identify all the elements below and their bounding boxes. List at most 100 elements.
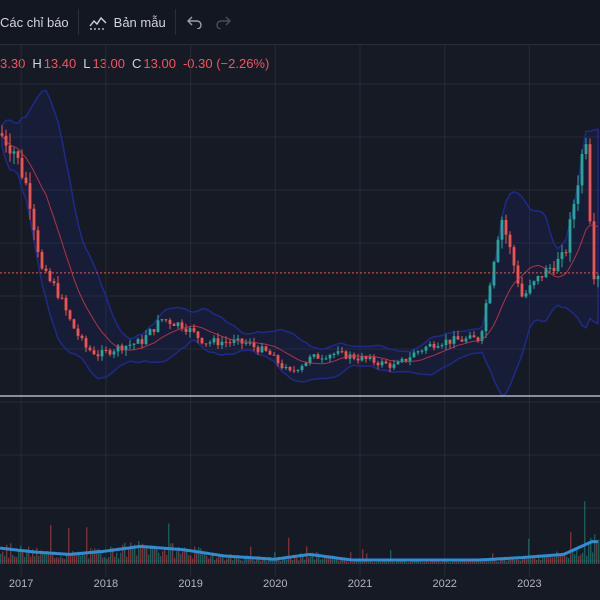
indicators-button[interactable]: Các chỉ báo xyxy=(0,0,69,44)
candle-body xyxy=(296,369,300,371)
high-value: 13.40 xyxy=(43,55,77,71)
volume-bar xyxy=(350,552,352,564)
volume-bar xyxy=(430,559,432,564)
volume-bar xyxy=(204,551,206,564)
volume-bar xyxy=(92,550,94,564)
volume-bar xyxy=(84,555,86,564)
volume-bar xyxy=(340,559,342,564)
candle-body xyxy=(192,328,196,332)
volume-bar xyxy=(142,543,144,564)
volume-bar xyxy=(116,552,118,564)
volume-bar xyxy=(588,543,590,564)
volume-bar xyxy=(178,546,180,564)
volume-bar xyxy=(592,552,594,564)
volume-bar xyxy=(62,558,64,564)
volume-bar xyxy=(248,556,250,564)
candle-body xyxy=(104,349,108,351)
price-chart[interactable]: 2017 2018 2019 2020 2021 2022 2023 xyxy=(0,44,600,600)
volume-bar xyxy=(42,551,44,564)
candle-body xyxy=(316,354,320,359)
volume-bar xyxy=(440,562,442,564)
volume-bar xyxy=(528,538,530,564)
volume-bar xyxy=(472,559,474,564)
volume-bar xyxy=(428,562,430,564)
volume-bar xyxy=(230,554,232,564)
redo-button[interactable] xyxy=(213,0,233,44)
candle-body xyxy=(404,358,408,361)
candle-body xyxy=(336,351,340,354)
candle-body xyxy=(412,352,416,358)
candle-body xyxy=(324,358,328,360)
candle-body xyxy=(504,219,508,235)
volume-bar xyxy=(560,554,562,564)
volume-bar xyxy=(98,548,100,564)
volume-bar xyxy=(564,554,566,564)
toolbar-divider xyxy=(77,9,79,35)
volume-bar xyxy=(446,559,448,564)
volume-bar xyxy=(186,550,188,564)
volume-bar xyxy=(270,557,272,564)
candle-body xyxy=(280,363,284,369)
volume-bar xyxy=(386,561,388,564)
volume-bar xyxy=(6,544,8,564)
volume-bar xyxy=(86,527,88,564)
volume-bar xyxy=(184,547,186,564)
volume-bar xyxy=(90,548,92,564)
candle-body xyxy=(536,276,540,282)
volume-bar xyxy=(396,559,398,564)
volume-bar xyxy=(172,543,174,564)
time-axis-label: 2021 xyxy=(348,578,372,590)
candle-body xyxy=(20,157,24,178)
volume-bar xyxy=(360,560,362,564)
volume-bar xyxy=(458,561,460,564)
candle-body xyxy=(580,154,584,186)
candle-body xyxy=(220,341,224,346)
volume-bar xyxy=(154,549,156,564)
volume-bar xyxy=(512,559,514,564)
high-label: H xyxy=(32,55,42,71)
candle-body xyxy=(120,345,124,351)
volume-bar xyxy=(24,557,26,564)
volume-bar xyxy=(258,556,260,564)
volume-bar xyxy=(8,557,10,564)
candle-body xyxy=(460,339,464,342)
candle-body xyxy=(520,283,524,297)
templates-button[interactable]: Bản mẫu xyxy=(88,0,166,44)
volume-bar xyxy=(310,553,312,564)
volume-bar xyxy=(334,556,336,564)
volume-bar xyxy=(74,555,76,564)
change-value: -0.30 (−2.26%) xyxy=(182,55,270,71)
volume-bar xyxy=(254,561,256,564)
candle-body xyxy=(236,338,240,340)
candle-body xyxy=(420,350,424,352)
candle-body xyxy=(380,361,384,366)
candle-body xyxy=(440,345,444,347)
candle-body xyxy=(292,370,296,372)
volume-bar xyxy=(138,540,140,564)
volume-bar xyxy=(394,562,396,564)
candle-body xyxy=(200,337,204,344)
volume-bar xyxy=(544,554,546,564)
volume-bar xyxy=(454,561,456,564)
undo-button[interactable] xyxy=(185,0,205,44)
candle-body xyxy=(444,339,448,346)
candle-body xyxy=(208,342,212,344)
volume-bar xyxy=(322,558,324,564)
volume-bar xyxy=(508,558,510,564)
candle-body xyxy=(356,358,360,361)
candle-body xyxy=(232,339,236,343)
volume-bar xyxy=(496,561,498,564)
candle-body xyxy=(40,251,44,269)
volume-bar xyxy=(422,561,424,564)
candle-body xyxy=(300,366,304,370)
volume-bar xyxy=(260,561,262,564)
volume-bar xyxy=(28,546,30,564)
volume-bar xyxy=(470,559,472,564)
candle-body xyxy=(124,345,128,351)
volume-bar xyxy=(52,554,54,564)
candle-body xyxy=(464,338,468,342)
candle-body xyxy=(0,133,4,136)
volume-bar xyxy=(542,557,544,564)
volume-bar xyxy=(72,551,74,564)
volume-bar xyxy=(328,555,330,564)
